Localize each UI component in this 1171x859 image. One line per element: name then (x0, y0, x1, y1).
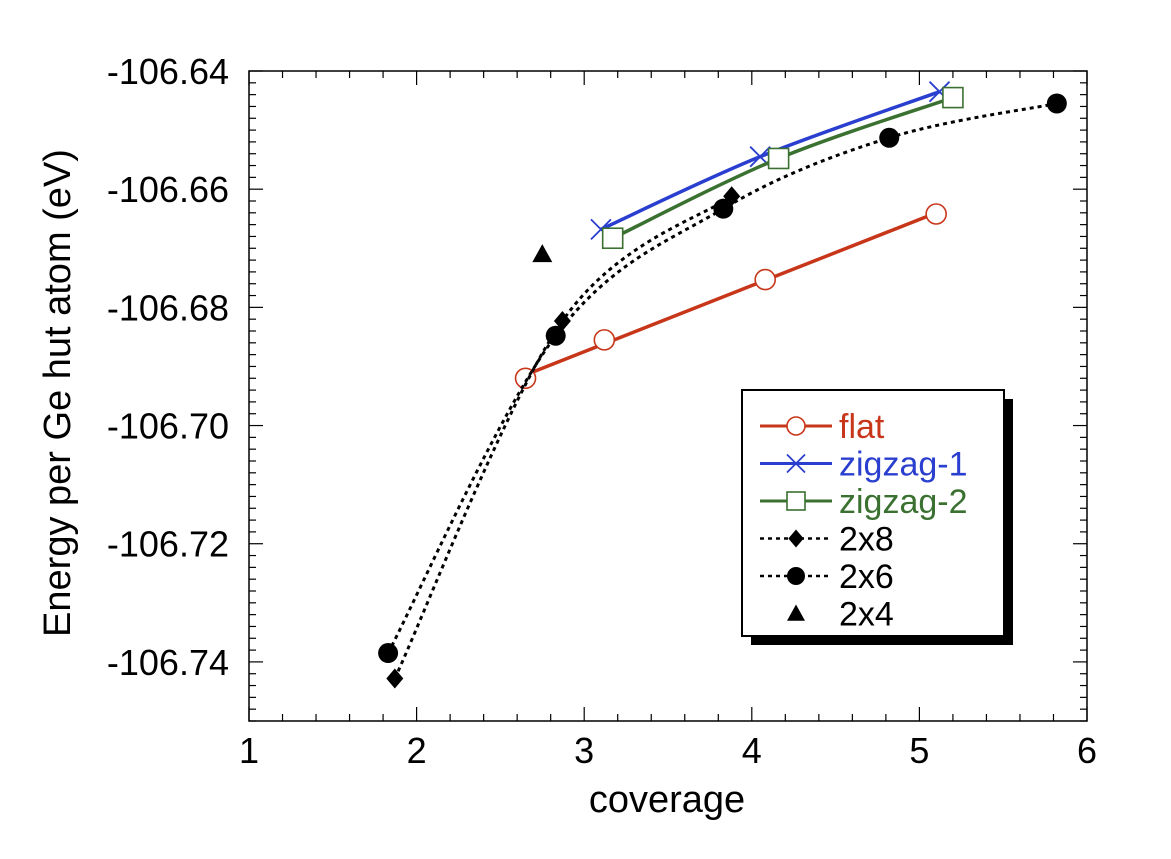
data-point-2x6 (545, 325, 566, 346)
series-2x8 (386, 186, 741, 689)
data-point-2x8 (386, 668, 404, 689)
data-point-flat (925, 203, 947, 225)
y-tick-label: -106.74 (107, 642, 229, 683)
data-point-zigzag-2 (767, 147, 790, 170)
legend-entry-zigzag-1: zigzag-1 (760, 446, 968, 484)
y-tick-label: -106.68 (107, 287, 229, 328)
legend-label-2x6: 2x6 (839, 558, 894, 596)
plot-frame (248, 70, 1088, 722)
legend-entry-2x4: 2x4 (787, 596, 894, 634)
y-tick-label: -106.72 (107, 524, 229, 565)
series-zigzag-2 (601, 86, 964, 250)
data-point-flat (754, 268, 777, 291)
legend-label-2x8: 2x8 (839, 521, 894, 559)
legend-label-flat: flat (839, 408, 885, 446)
legend-marker-2x6 (787, 567, 805, 585)
legend-label-zigzag-1: zigzag-1 (839, 446, 968, 484)
x-tick-label: 2 (407, 730, 427, 771)
x-axis-title: coverage (589, 779, 745, 821)
data-point-zigzag-2 (601, 227, 624, 250)
data-point-flat (593, 329, 616, 351)
data-point-2x8 (553, 310, 571, 331)
data-point-2x6 (713, 198, 734, 219)
series-line-2x8 (393, 195, 733, 680)
x-tick-label: 5 (909, 730, 929, 771)
legend-box (741, 389, 1005, 637)
legend-label-zigzag-2: zigzag-2 (839, 483, 968, 521)
legend-label-2x4: 2x4 (839, 596, 894, 634)
x-tick-label: 1 (239, 730, 259, 771)
legend-entry-zigzag-2: zigzag-2 (760, 483, 968, 521)
legend-entry-2x6: 2x6 (760, 558, 894, 596)
series-line-2x6 (386, 102, 1058, 654)
series-2x4 (532, 244, 553, 263)
x-tick-label: 3 (574, 730, 594, 771)
legend-marker-2x4 (787, 604, 805, 621)
legend-marker-zigzag-1 (786, 453, 806, 474)
series-line-flat (524, 211, 937, 377)
x-tick-label: 4 (742, 730, 762, 771)
y-tick-label: -106.64 (107, 51, 229, 92)
y-tick-label: -106.66 (107, 169, 229, 210)
y-axis-title: Energy per Ge hut atom (eV) (37, 149, 79, 637)
data-point-2x6 (378, 643, 399, 664)
series-2x6 (378, 93, 1067, 664)
data-point-2x4 (532, 244, 553, 263)
legend-marker-zigzag-2 (786, 491, 806, 511)
legend-marker-flat (786, 416, 806, 436)
legend-entry-flat: flat (760, 408, 885, 446)
x-tick-label: 6 (1077, 730, 1097, 771)
data-point-zigzag-2 (942, 86, 964, 109)
y-tick-label: -106.70 (107, 406, 229, 447)
data-point-2x6 (879, 127, 900, 148)
series-flat (514, 203, 947, 390)
legend-entry-2x8: 2x8 (760, 521, 894, 559)
legend-marker-2x8 (788, 529, 804, 548)
data-point-2x6 (1046, 93, 1067, 114)
